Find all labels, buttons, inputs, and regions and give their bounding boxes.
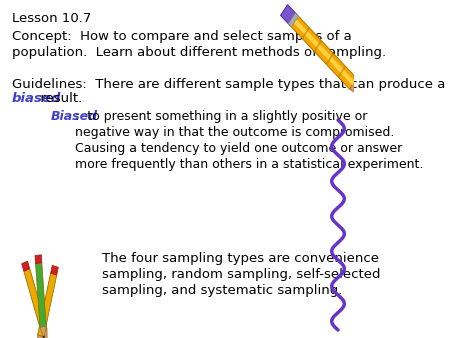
Text: The four sampling types are convenience
sampling, random sampling, self-selected: The four sampling types are convenience … xyxy=(102,252,381,297)
Polygon shape xyxy=(41,329,47,338)
Polygon shape xyxy=(22,261,30,271)
Text: Lesson 10.7: Lesson 10.7 xyxy=(12,12,91,25)
Polygon shape xyxy=(363,93,369,100)
Polygon shape xyxy=(24,269,47,332)
Text: :  to present something in a slightly positive or
negative way in that the outco: : to present something in a slightly pos… xyxy=(76,110,424,171)
Polygon shape xyxy=(350,78,366,98)
Polygon shape xyxy=(302,27,310,39)
Polygon shape xyxy=(51,265,58,275)
Text: Biased: Biased xyxy=(51,110,98,123)
Polygon shape xyxy=(42,336,45,338)
Polygon shape xyxy=(326,53,334,65)
Text: result.: result. xyxy=(36,92,82,105)
Polygon shape xyxy=(314,40,322,52)
Polygon shape xyxy=(38,273,57,337)
Text: Guidelines:  There are different sample types that can produce a: Guidelines: There are different sample t… xyxy=(12,78,445,91)
Polygon shape xyxy=(35,255,42,263)
Polygon shape xyxy=(280,5,297,25)
Polygon shape xyxy=(36,263,46,327)
Polygon shape xyxy=(288,13,298,27)
Polygon shape xyxy=(290,14,357,89)
Text: Concept:  How to compare and select samples of a
population.  Learn about differ: Concept: How to compare and select sampl… xyxy=(12,30,386,59)
Text: biased: biased xyxy=(12,92,61,105)
Polygon shape xyxy=(292,17,355,86)
Polygon shape xyxy=(38,335,44,338)
Polygon shape xyxy=(338,66,346,78)
Polygon shape xyxy=(40,327,46,338)
